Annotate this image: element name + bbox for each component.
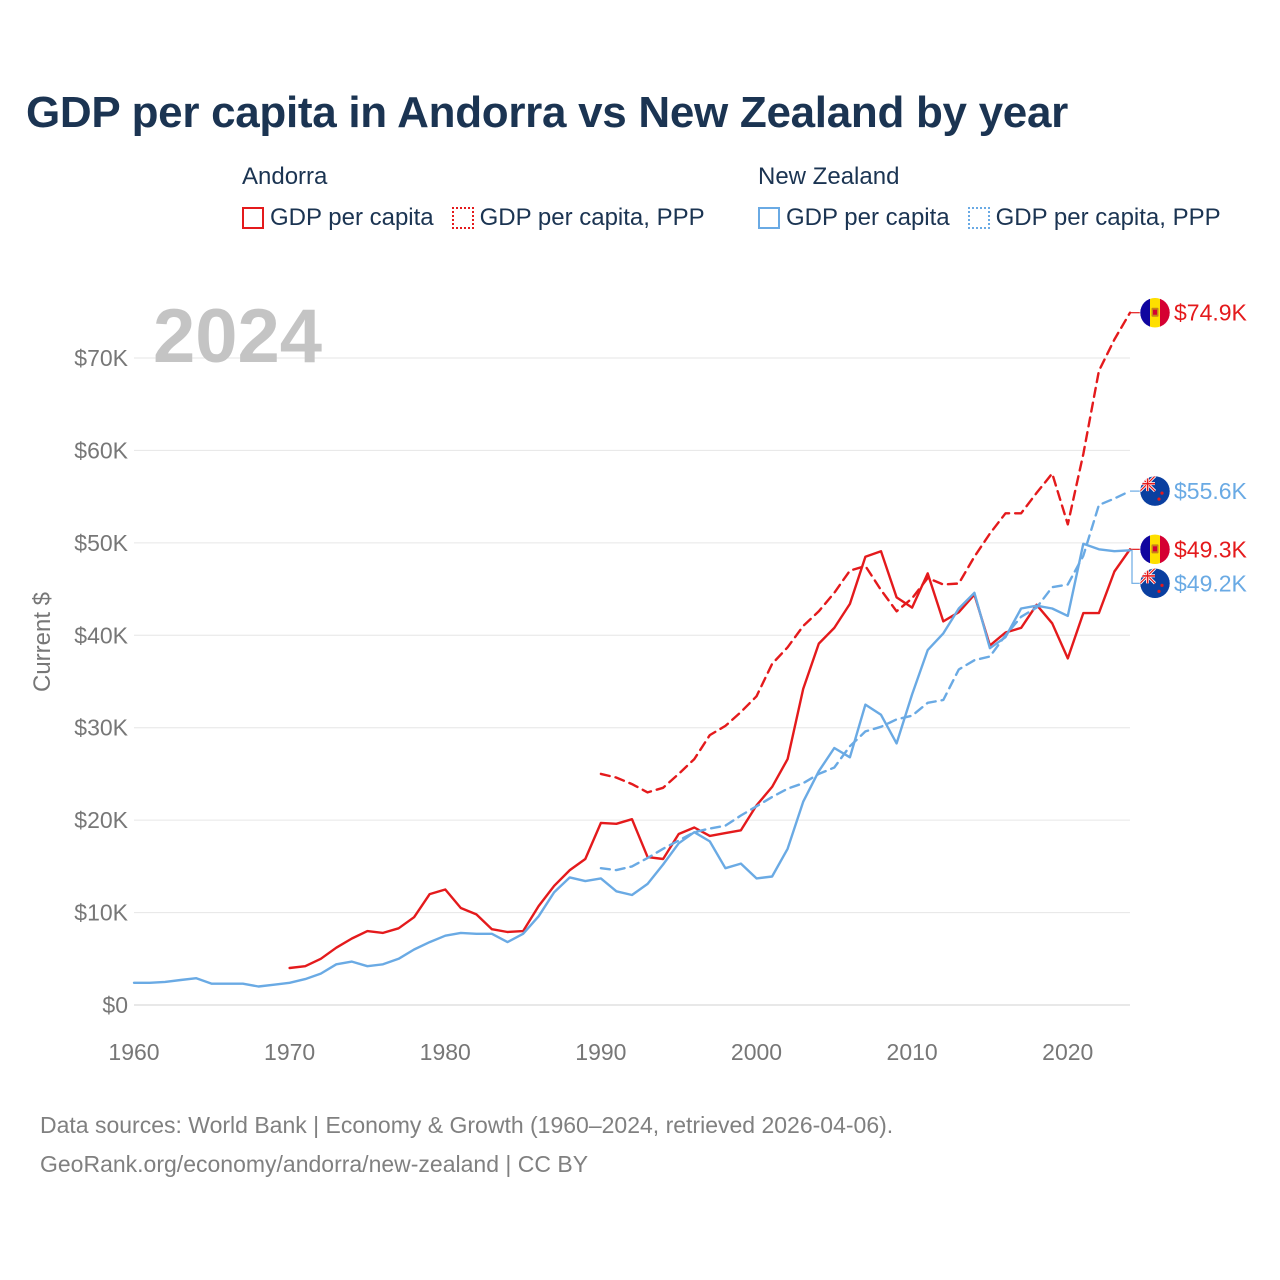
y-axis-title: Current $ [29,592,56,692]
legend-group-andorra: Andorra GDP per capita GDP per capita, P… [242,160,705,232]
y-tick-label: $30K [74,715,128,741]
y-tick-label: $20K [74,807,128,833]
series-line-andorra-gdp-per-capita[interactable] [288,548,1132,970]
y-tick-label: $10K [74,900,128,926]
legend-swatch-solid [242,207,264,229]
legend-label: GDP per capita [270,204,434,231]
end-label-connector [1130,549,1140,584]
new-zealand-flag-icon [1139,568,1171,599]
source-note: Data sources: World Bank | Economy & Gro… [40,1106,893,1184]
legend-group-title-new-zealand: New Zealand [758,163,900,190]
legend-item-andorra-gdp[interactable]: GDP per capita [242,204,434,232]
end-value-label: $49.3K [1174,536,1248,562]
andorra-flag-icon [1139,297,1171,328]
y-tick-label: $50K [74,530,128,556]
legend-swatch-solid [758,207,780,229]
x-tick-label: 1960 [108,1039,159,1065]
source-line-1: Data sources: World Bank | Economy & Gro… [40,1112,894,1138]
y-tick-label: $40K [74,622,128,648]
legend-item-new-zealand-gdp-ppp[interactable]: GDP per capita, PPP [967,204,1221,232]
legend-group-new-zealand: New Zealand GDP per capita GDP per capit… [758,160,1221,232]
x-tick-label: 1970 [264,1039,315,1065]
legend-label: GDP per capita, PPP [479,204,705,231]
series-line-new-zealand-gdp-per-capita-ppp[interactable] [599,489,1132,872]
andorra-flag-icon [1139,534,1171,565]
y-tick-label: $60K [74,437,128,463]
legend-swatch-dotted [967,207,990,229]
legend-item-andorra-gdp-ppp[interactable]: GDP per capita, PPP [451,204,705,232]
legend-label: GDP per capita [786,204,950,231]
series-line-new-zealand-gdp-per-capita[interactable] [132,542,1132,988]
legend-item-new-zealand-gdp[interactable]: GDP per capita [758,204,950,232]
legend-swatch-dotted [451,207,474,229]
y-tick-label: $0 [102,992,128,1018]
x-tick-label: 1980 [420,1039,471,1065]
x-tick-label: 2020 [1042,1039,1093,1065]
year-overlay: 2024 [153,294,322,379]
legend-label: GDP per capita, PPP [995,204,1221,231]
x-tick-label: 2010 [887,1039,938,1065]
series-line-andorra-gdp-per-capita-ppp[interactable] [599,311,1132,794]
source-line-2[interactable]: GeoRank.org/economy/andorra/new-zealand … [40,1151,589,1177]
x-tick-label: 2000 [731,1039,782,1065]
end-value-label: $74.9K [1174,300,1248,326]
x-tick-label: 1990 [575,1039,626,1065]
end-value-label: $49.2K [1174,570,1248,596]
legend-group-title-andorra: Andorra [242,163,328,190]
new-zealand-flag-icon [1139,475,1171,507]
end-value-label: $55.6K [1174,478,1248,504]
y-tick-label: $70K [74,345,128,371]
chart-title: GDP per capita in Andorra vs New Zealand… [26,88,1068,137]
